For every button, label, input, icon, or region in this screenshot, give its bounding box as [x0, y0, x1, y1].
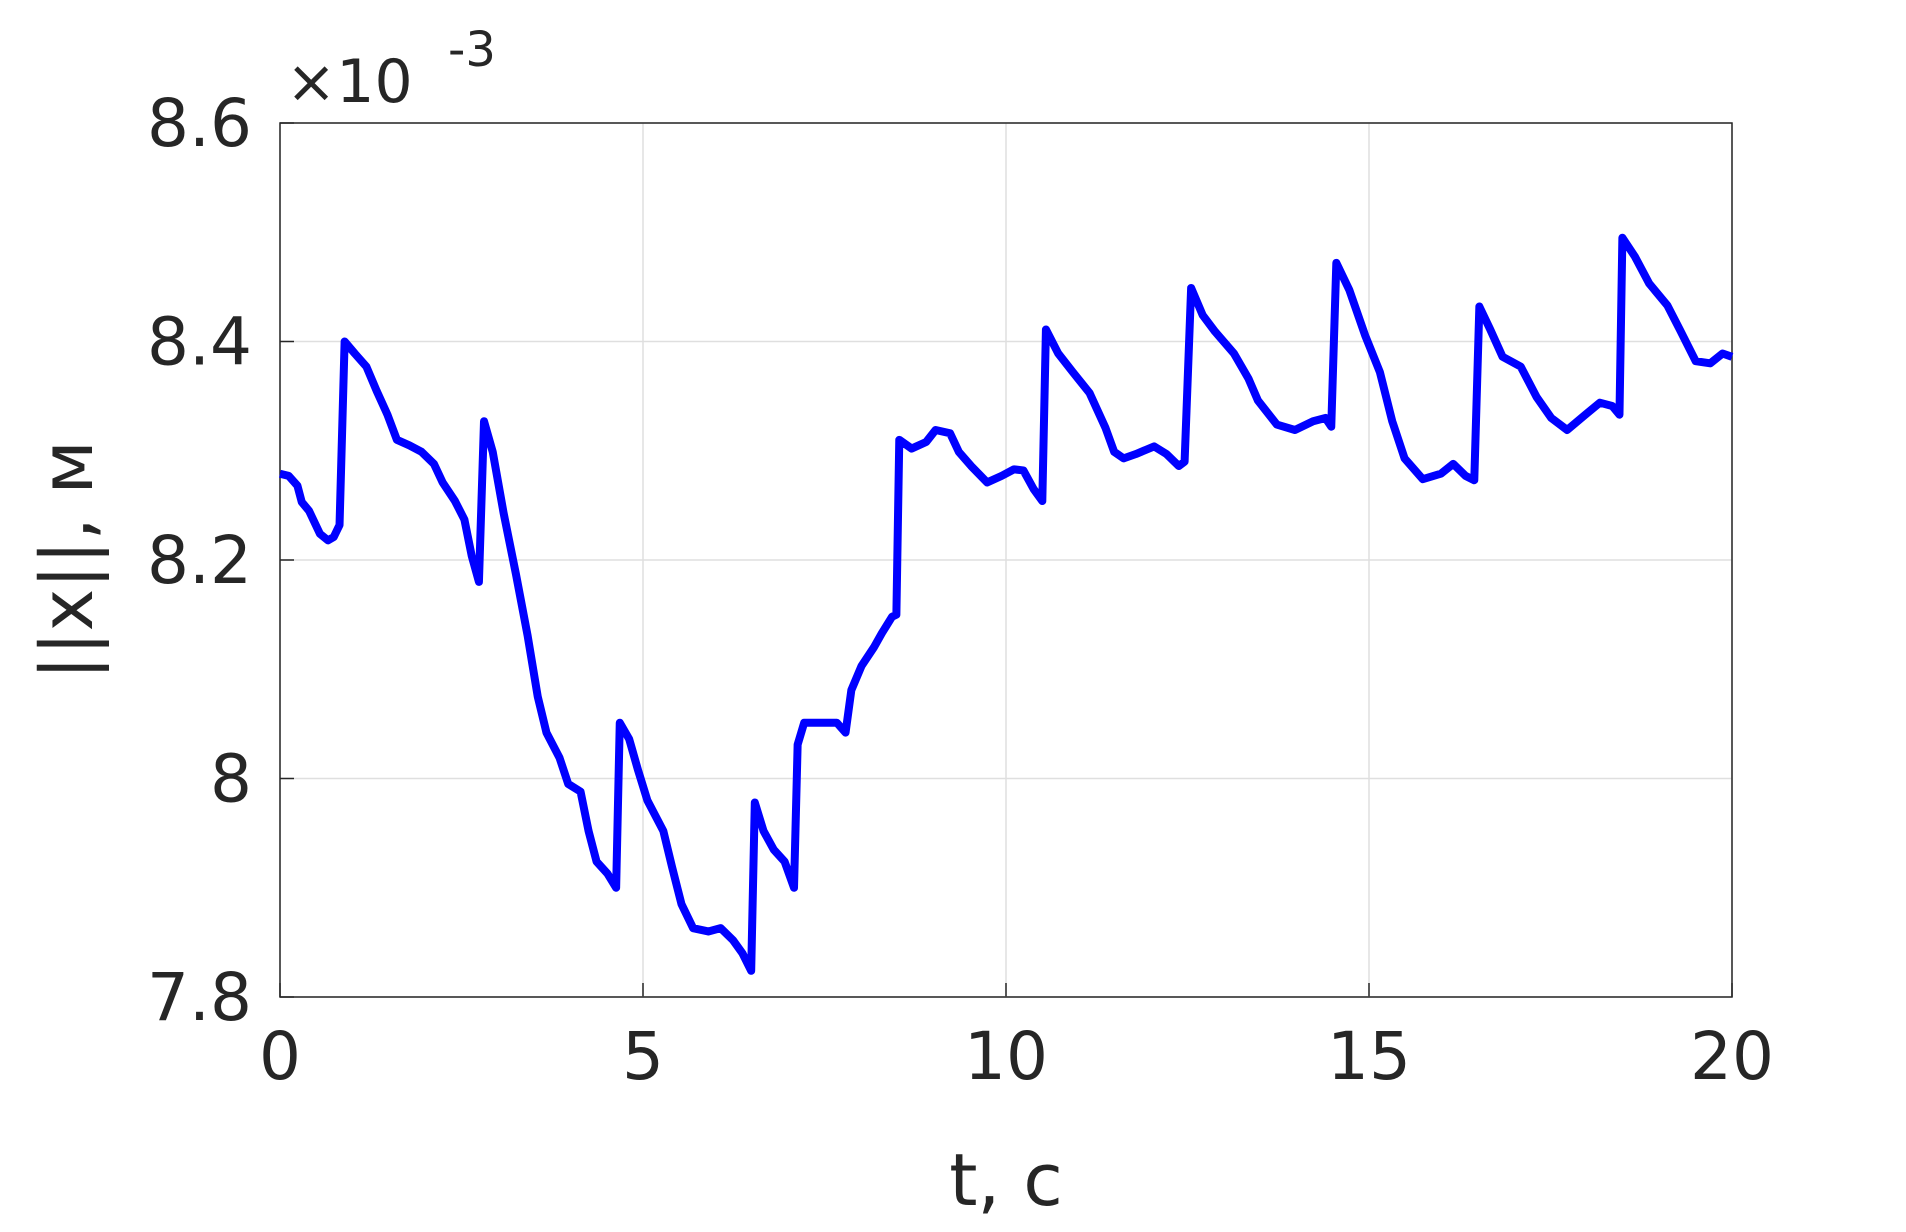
y-exponent-power: -3: [448, 22, 496, 78]
y-exponent-base: ×10: [286, 47, 413, 117]
x-tick-label: 5: [622, 1018, 664, 1095]
x-tick-label: 20: [1690, 1018, 1774, 1095]
x-axis-label: t, с: [949, 1138, 1063, 1222]
y-axis-label: ||x||, м: [25, 440, 110, 680]
axes-box: [279, 122, 1733, 998]
y-tick-label: 8: [210, 741, 252, 818]
y-tick-label: 8.2: [147, 522, 252, 599]
y-tick-label: 8.4: [147, 304, 252, 381]
x-tick-label: 15: [1327, 1018, 1411, 1095]
x-tick-label: 0: [259, 1018, 301, 1095]
y-tick-label: 8.6: [147, 85, 252, 162]
y-tick-label: 7.8: [147, 959, 252, 1036]
data-line: [279, 233, 1734, 975]
x-tick-label: 10: [964, 1018, 1048, 1095]
